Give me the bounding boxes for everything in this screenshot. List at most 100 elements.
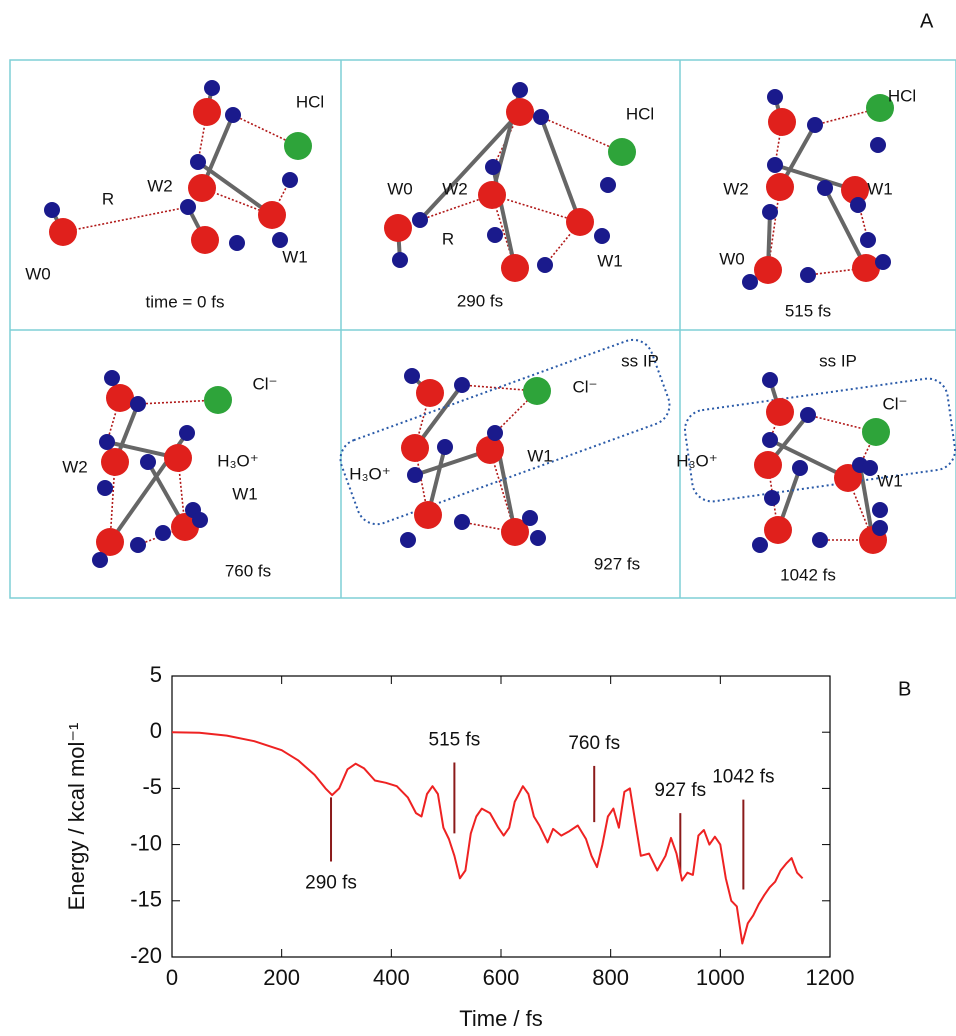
hydrogen-atom — [850, 197, 866, 213]
hydrogen-atom — [800, 267, 816, 283]
bond — [420, 112, 520, 220]
oxygen-atom — [384, 214, 412, 242]
time-label: time = 0 fs — [146, 292, 225, 311]
hydrogen-bond — [63, 207, 188, 232]
annotation-label: 515 fs — [429, 730, 481, 751]
chart: -20-15-10-505020040060080010001200Time /… — [64, 662, 912, 1031]
hydrogen-atom — [192, 512, 208, 528]
y-tick-label: -5 — [142, 774, 162, 799]
molecule-label: W1 — [867, 179, 893, 198]
hydrogen-atom — [92, 552, 108, 568]
molecule-label: W0 — [387, 179, 413, 198]
molecule-label: ss IP — [819, 351, 857, 370]
oxygen-atom — [764, 516, 792, 544]
molecule-label: R — [442, 229, 454, 248]
hydrogen-atom — [485, 159, 501, 175]
molecule-label: ss IP — [621, 351, 659, 370]
molecule-label: W0 — [719, 249, 745, 268]
y-tick-label: -20 — [130, 943, 162, 968]
oxygen-atom — [96, 528, 124, 556]
molecule-label: HCl — [888, 86, 916, 105]
molecule-label: W1 — [282, 247, 308, 266]
hydrogen-atom — [404, 368, 420, 384]
ion-pair-box — [682, 376, 956, 504]
oxygen-atom — [416, 379, 444, 407]
time-label: 515 fs — [785, 301, 831, 320]
oxygen-atom — [501, 254, 529, 282]
hydrogen-atom — [99, 434, 115, 450]
chlorine-atom — [608, 138, 636, 166]
molecule-label: H₃O⁺ — [349, 464, 390, 483]
hydrogen-atom — [767, 157, 783, 173]
oxygen-atom — [188, 174, 216, 202]
molecule-label: W1 — [597, 251, 623, 270]
hydrogen-atom — [817, 180, 833, 196]
plot-frame — [172, 676, 830, 957]
oxygen-atom — [768, 108, 796, 136]
y-tick-label: -15 — [130, 887, 162, 912]
hydrogen-atom — [812, 532, 828, 548]
x-tick-label: 800 — [592, 965, 629, 990]
hydrogen-atom — [454, 514, 470, 530]
hydrogen-atom — [282, 172, 298, 188]
molecule-label: W1 — [527, 446, 553, 465]
oxygen-atom — [193, 98, 221, 126]
annotation-label: 927 fs — [654, 780, 706, 801]
oxygen-atom — [754, 451, 782, 479]
oxygen-atom — [191, 226, 219, 254]
hydrogen-atom — [800, 407, 816, 423]
molecule-label: W1 — [232, 484, 258, 503]
chlorine-atom — [284, 132, 312, 160]
oxygen-atom — [414, 501, 442, 529]
x-axis-label: Time / fs — [459, 1006, 543, 1031]
hydrogen-atom — [487, 227, 503, 243]
x-tick-label: 200 — [263, 965, 300, 990]
molecule-label: Cl⁻ — [572, 377, 597, 396]
hydrogen-atom — [762, 432, 778, 448]
hydrogen-atom — [437, 439, 453, 455]
y-tick-label: 0 — [150, 718, 162, 743]
hydrogen-atom — [872, 520, 888, 536]
hydrogen-atom — [792, 460, 808, 476]
hydrogen-atom — [140, 454, 156, 470]
bond — [541, 117, 580, 222]
molecule-label: W0 — [25, 264, 51, 283]
oxygen-atom — [566, 208, 594, 236]
hydrogen-atom — [870, 137, 886, 153]
chlorine-atom — [204, 386, 232, 414]
x-tick-label: 400 — [373, 965, 410, 990]
molecule-label: W1 — [877, 471, 903, 490]
hydrogen-atom — [764, 490, 780, 506]
molecule-label: Cl⁻ — [252, 374, 277, 393]
annotation-label: 760 fs — [568, 733, 620, 754]
hydrogen-atom — [600, 177, 616, 193]
oxygen-atom — [766, 173, 794, 201]
molecule-label: W2 — [147, 176, 173, 195]
hydrogen-atom — [190, 154, 206, 170]
hydrogen-atom — [179, 425, 195, 441]
hydrogen-atom — [130, 396, 146, 412]
oxygen-atom — [49, 218, 77, 246]
oxygen-atom — [478, 181, 506, 209]
time-label: 760 fs — [225, 561, 271, 580]
chlorine-atom — [862, 418, 890, 446]
oxygen-atom — [106, 384, 134, 412]
hydrogen-atom — [407, 467, 423, 483]
annotation-label: 1042 fs — [712, 767, 774, 788]
hydrogen-atom — [522, 510, 538, 526]
oxygen-atom — [754, 256, 782, 284]
hydrogen-atom — [767, 89, 783, 105]
hydrogen-atom — [155, 525, 171, 541]
hydrogen-atom — [44, 202, 60, 218]
hydrogen-atom — [454, 377, 470, 393]
hydrogen-atom — [807, 117, 823, 133]
hydrogen-atom — [512, 82, 528, 98]
molecule-label: W2 — [62, 457, 88, 476]
time-label: 927 fs — [594, 554, 640, 573]
oxygen-atom — [852, 254, 880, 282]
hydrogen-atom — [487, 425, 503, 441]
molecule-label: H₃O⁺ — [676, 451, 717, 470]
hydrogen-atom — [412, 212, 428, 228]
x-tick-label: 0 — [166, 965, 178, 990]
hydrogen-atom — [872, 502, 888, 518]
